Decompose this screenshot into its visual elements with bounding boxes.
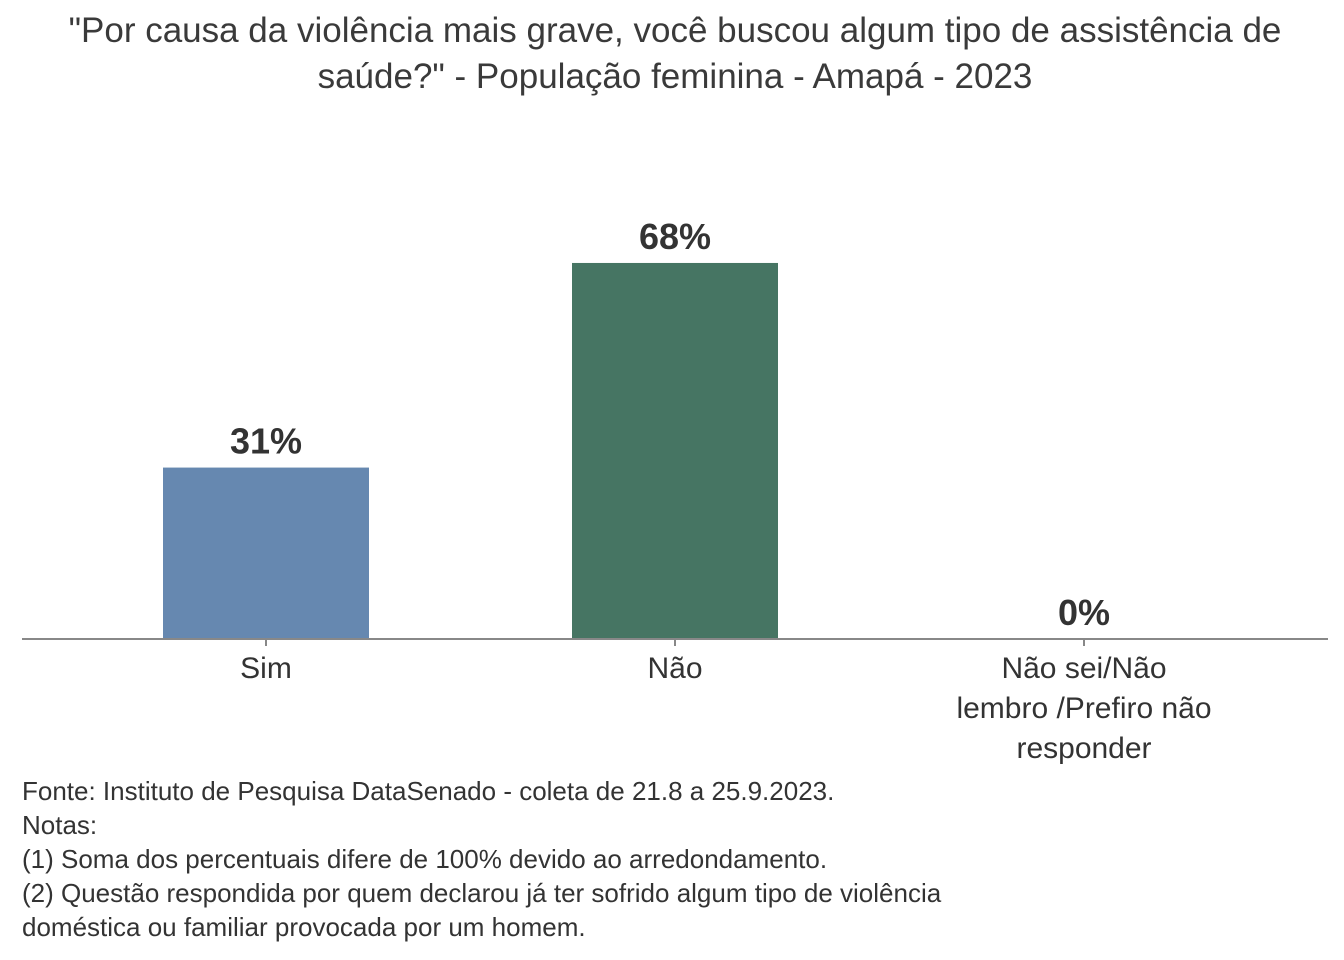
bar-1 bbox=[163, 467, 369, 639]
notes-heading: Notas: bbox=[22, 810, 98, 840]
category-label-3: Não sei/Não lembro /Prefiro não responder bbox=[956, 652, 1211, 765]
value-label-2: 68% bbox=[639, 216, 711, 257]
bar-2 bbox=[572, 262, 778, 639]
value-label-3: 0% bbox=[1058, 592, 1110, 633]
chart-title: "Por causa da violência mais grave, você… bbox=[68, 11, 1282, 96]
note-2-line-1: (2) Questão respondida por quem declarou… bbox=[22, 878, 942, 908]
bar-chart: 31% Sim 68% Não 0% Não sei/Não lembro /Prefiro… bbox=[22, 216, 1328, 765]
category-label-1: Sim bbox=[240, 652, 292, 685]
note-2-line-2: doméstica ou familiar provocada por um h… bbox=[22, 912, 586, 942]
value-label-1: 31% bbox=[230, 421, 302, 462]
source-note: Fonte: Instituto de Pesquisa DataSenado … bbox=[22, 776, 835, 806]
chart-notes: Fonte: Instituto de Pesquisa DataSenado … bbox=[22, 774, 1322, 944]
note-1: (1) Soma dos percentuais difere de 100% … bbox=[22, 844, 828, 874]
category-label-2: Não bbox=[647, 652, 702, 685]
